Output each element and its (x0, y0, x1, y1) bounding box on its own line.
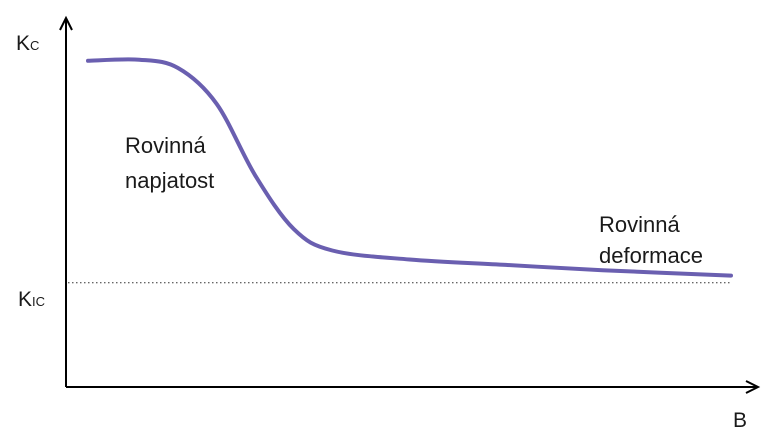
axes (59, 15, 761, 394)
y-axis-arrowhead (59, 15, 73, 31)
annotation-right-line-2: deformace (599, 243, 703, 268)
y-axis-label: KC (16, 32, 39, 55)
x-axis-label: B (733, 409, 747, 431)
annotation-left-line-1: Rovinná (125, 133, 206, 158)
x-axis-arrowhead (745, 380, 761, 394)
annotation-right-line-1: Rovinná (599, 212, 680, 237)
series-line (86, 57, 733, 278)
kic-label: KIC (18, 288, 45, 311)
annotation-left-line-2: napjatost (125, 168, 214, 193)
